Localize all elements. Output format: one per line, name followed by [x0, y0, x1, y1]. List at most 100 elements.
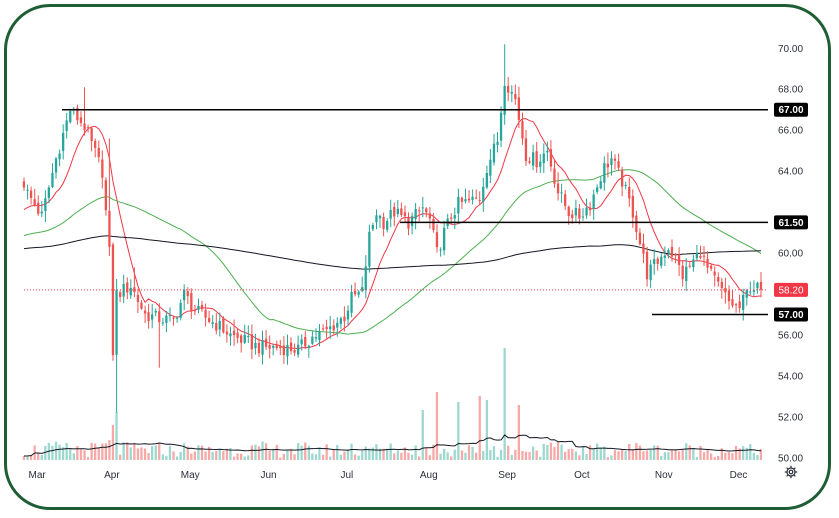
- candle-body: [681, 265, 684, 280]
- volume-bar: [26, 455, 29, 460]
- candle-body: [289, 342, 293, 351]
- volume-bar: [286, 450, 289, 460]
- candle-body: [606, 163, 609, 168]
- candle-body: [617, 161, 620, 168]
- volume-bar: [54, 441, 58, 460]
- volume-bar: [119, 454, 122, 460]
- candle-body: [492, 143, 496, 163]
- candle: [318, 324, 321, 347]
- volume-bar: [713, 457, 716, 460]
- candle-body: [645, 251, 649, 280]
- ma-long-line: [23, 235, 762, 270]
- volume-bar: [211, 451, 214, 460]
- candle-body: [752, 290, 755, 292]
- candle-body: [460, 197, 464, 202]
- volume-bar: [386, 448, 389, 460]
- candle: [656, 256, 659, 271]
- candle: [485, 165, 488, 190]
- candle: [275, 340, 278, 351]
- candle-body: [165, 315, 168, 323]
- candle-body: [613, 158, 617, 161]
- candle-body: [247, 336, 250, 338]
- candle-body: [307, 346, 310, 348]
- candle-body: [218, 320, 221, 330]
- candle: [143, 305, 147, 324]
- candle: [706, 251, 709, 274]
- candle-body: [631, 196, 634, 218]
- candle-body: [243, 334, 246, 343]
- volume-bar: [685, 443, 688, 460]
- volume-bar: [592, 449, 595, 460]
- volume-bar: [279, 457, 282, 460]
- candle-body: [353, 290, 357, 295]
- y-tick-label: 64.00: [778, 167, 803, 178]
- candle-body: [450, 217, 453, 219]
- candle: [247, 325, 250, 344]
- volume-bar: [293, 454, 296, 460]
- candle: [425, 207, 428, 218]
- candle: [635, 210, 638, 240]
- gear-icon[interactable]: [784, 465, 798, 479]
- volume-bar: [432, 444, 435, 460]
- volume-bar: [553, 447, 556, 460]
- candle: [279, 339, 282, 355]
- candle: [731, 290, 734, 308]
- candle: [321, 324, 325, 331]
- volume-bar: [229, 448, 232, 460]
- candle: [453, 207, 456, 230]
- candle-body: [393, 207, 396, 217]
- volume-bar: [450, 456, 453, 460]
- volume-bar: [631, 449, 634, 460]
- candle: [136, 288, 140, 314]
- candle: [229, 326, 232, 346]
- volume-bar: [197, 445, 200, 460]
- candle: [250, 324, 253, 360]
- candle: [464, 188, 467, 204]
- candle-body: [567, 206, 570, 216]
- volume-bar: [215, 451, 218, 460]
- candle: [546, 141, 549, 162]
- candle-body: [706, 258, 709, 268]
- candle: [467, 190, 471, 203]
- candle: [83, 87, 86, 136]
- candle: [211, 315, 214, 329]
- level-label: 61.50: [778, 218, 803, 229]
- volume-bar: [343, 451, 346, 460]
- volume-bar: [706, 448, 709, 460]
- candle-body: [339, 318, 342, 324]
- volume-bar: [482, 451, 485, 460]
- volume-bar: [699, 446, 702, 460]
- candle: [685, 258, 688, 291]
- candle-body: [564, 194, 567, 206]
- volume-bar: [599, 447, 602, 460]
- level-label-bg: [774, 307, 808, 322]
- candle: [79, 111, 83, 127]
- y-tick-label: 68.00: [778, 85, 803, 96]
- candle: [638, 228, 642, 246]
- candle-body: [546, 150, 549, 153]
- candle-body: [571, 214, 574, 219]
- candle: [524, 130, 528, 166]
- candle: [264, 330, 268, 350]
- candle-body: [62, 133, 65, 151]
- candle-body: [553, 168, 556, 184]
- volume-bar: [378, 448, 382, 460]
- volume-bar: [460, 450, 464, 460]
- volume-bar: [254, 444, 257, 460]
- candle-body: [642, 243, 645, 254]
- candle-body: [624, 184, 627, 186]
- candle-body: [528, 161, 531, 163]
- volume-bar: [243, 456, 246, 460]
- volume-bar: [749, 444, 752, 460]
- candle-body: [524, 138, 528, 161]
- candle-body: [368, 231, 371, 267]
- candle-body: [250, 334, 253, 350]
- candle: [200, 300, 204, 312]
- volume-bar: [65, 443, 68, 460]
- volume-bar: [307, 445, 310, 460]
- volume-bar: [94, 443, 97, 460]
- candle-body: [76, 107, 79, 121]
- volume-bar: [22, 456, 26, 460]
- candle-body: [208, 318, 211, 322]
- volume-bar: [507, 445, 510, 460]
